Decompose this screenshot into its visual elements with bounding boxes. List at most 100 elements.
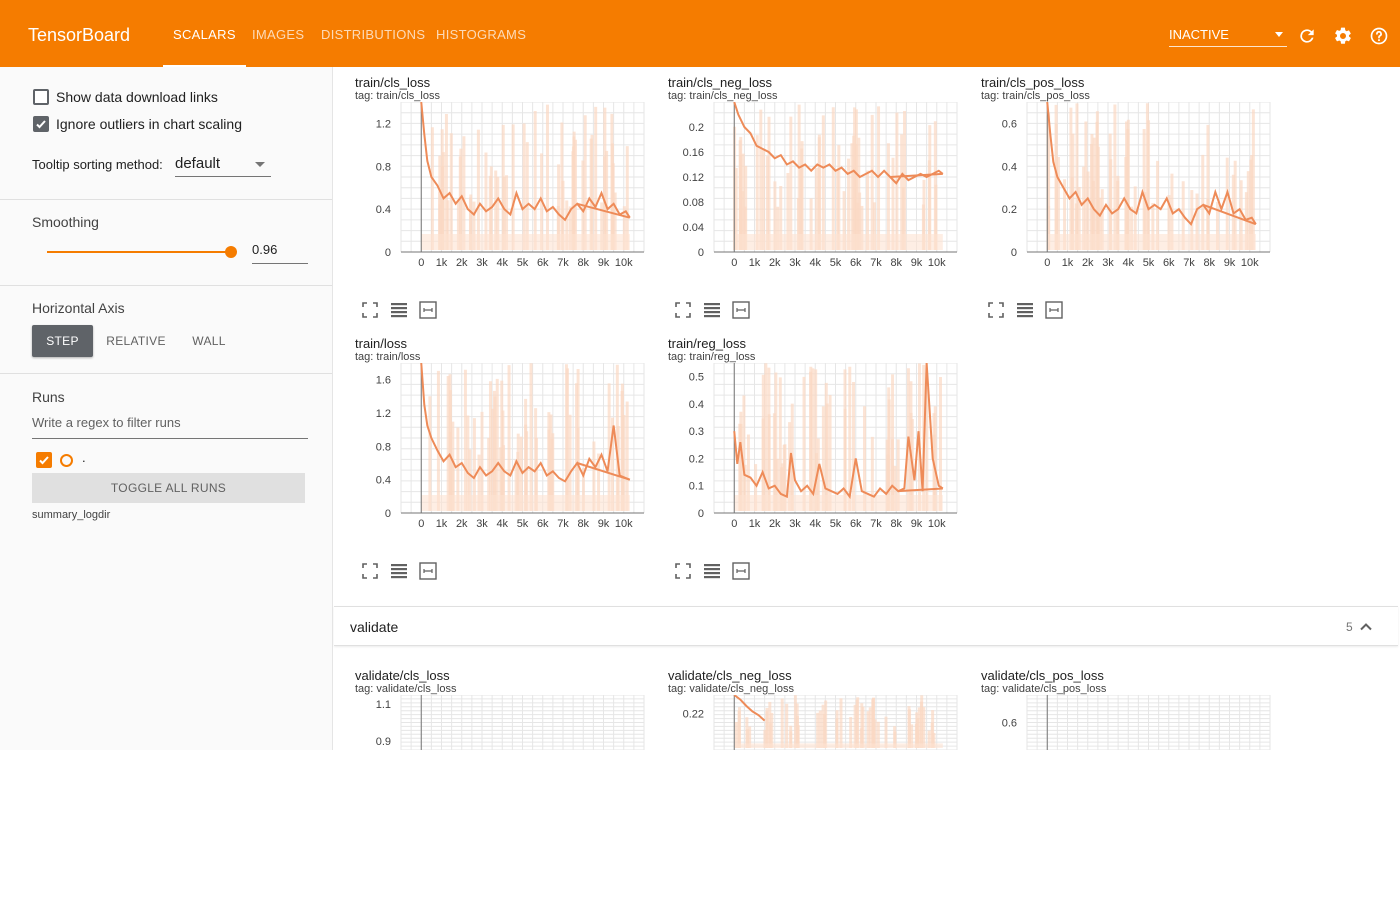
y-tick-label: 0.08 [683,197,704,209]
line-chart[interactable]: 0 0.2 0.4 0.6 0 1k 2k 3k 4k 5k 6k 7k 8k 9k 10k [960,102,1273,302]
x-tick-label: 6k [537,257,549,269]
x-tick-label: 2k [1082,257,1094,269]
horizontal-axis-section: Horizontal Axis [0,286,332,374]
y-tick-label: 0.2 [689,453,704,465]
line-chart[interactable]: 0 0.04 0.08 0.12 0.16 0.2 0 1k 2k 3k 4k 5k 6k 7k 8k 9k 1… [647,102,960,302]
line-chart[interactable]: 0 0.4 0.8 1.2 0 1k 2k 3k 4k 5k 6k 7k 8k 9k 10k [334,102,647,302]
y-tick-label: 0 [698,247,704,259]
chart-card: train/reg_loss tag: train/reg_loss 0 0.1 0.2… [647,328,960,583]
x-tick-label: 0 [418,257,424,269]
chart-title: train/loss [355,336,408,351]
app-header: TensorBoard SCALARS IMAGES DISTRIBUTIONS… [0,0,1400,67]
tooltip-sorting-select[interactable]: default [175,155,271,177]
run-label: . [82,450,86,465]
tab-distributions[interactable]: DISTRIBUTIONS [321,27,426,42]
axis-wall-button[interactable]: WALL [192,334,226,348]
y-tick-label: 0.04 [683,222,704,234]
fullscreen-icon[interactable] [987,301,1005,319]
sidebar: Show data download links Ignore outliers… [0,67,333,750]
runs-title: Runs [32,389,65,405]
chevron-up-icon[interactable] [1358,619,1374,635]
y-tick-label: 0.8 [376,441,391,453]
chart-title: train/cls_loss [355,75,431,90]
y-tick-label: 1.2 [376,118,391,130]
show-download-links-checkbox[interactable] [33,89,49,105]
help-icon[interactable] [1369,26,1389,46]
x-tick-label: 7k [870,518,882,530]
data-table-icon[interactable] [703,562,721,580]
chart-title: train/cls_pos_loss [981,75,1085,90]
smoothing-slider-thumb[interactable] [225,246,237,258]
smoothing-slider-track[interactable] [47,251,231,253]
x-tick-label: 0 [418,518,424,530]
line-chart[interactable]: 0.9 1.1 [334,695,647,750]
x-tick-label: 3k [789,518,801,530]
tab-images[interactable]: IMAGES [252,27,305,42]
fit-domain-icon[interactable] [732,562,750,580]
series-line [576,462,631,481]
x-tick-label: 4k [809,518,821,530]
series-line [733,363,944,500]
data-table-icon[interactable] [390,301,408,319]
x-tick-label: 9k [598,518,610,530]
x-tick-label: 6k [850,257,862,269]
line-chart[interactable]: 0 0.4 0.8 1.2 1.6 0 1k 2k 3k 4k 5k 6k 7k 8k 9k 10k [334,363,647,563]
tab-scalars[interactable]: SCALARS [163,27,246,67]
x-tick-label: 4k [496,257,508,269]
fit-domain-icon[interactable] [419,301,437,319]
fit-domain-icon[interactable] [732,301,750,319]
y-tick-label: 0.4 [376,475,391,487]
refresh-icon[interactable] [1297,26,1317,46]
x-tick-label: 10k [928,257,946,269]
x-tick-label: 8k [890,518,902,530]
x-tick-label: 2k [456,257,468,269]
tab-histograms[interactable]: HISTOGRAMS [436,27,527,42]
fullscreen-icon[interactable] [361,562,379,580]
y-tick-label: 1.2 [376,408,391,420]
status-select[interactable]: INACTIVE [1169,27,1287,47]
fit-domain-icon[interactable] [1045,301,1063,319]
toggle-all-runs-button[interactable]: TOGGLE ALL RUNS [32,473,305,503]
series-line [890,172,943,178]
run-checkbox[interactable] [36,452,52,468]
x-tick-label: 8k [577,518,589,530]
x-tick-label: 9k [911,257,923,269]
chart-title: train/reg_loss [668,336,747,351]
chart-card: train/loss tag: train/loss 0 0.4 0.8 1.2 1.6 0 1… [334,328,647,583]
gear-icon[interactable] [1333,26,1353,46]
axis-step-button[interactable]: STEP [32,325,93,357]
run-color-circle-icon[interactable] [59,453,74,468]
fullscreen-icon[interactable] [674,301,692,319]
data-table-icon[interactable] [1016,301,1034,319]
line-chart[interactable]: 0.6 [960,695,1273,750]
x-tick-label: 10k [615,518,633,530]
series-line [898,487,943,493]
x-tick-label: 8k [890,257,902,269]
x-tick-label: 8k [577,257,589,269]
fit-domain-icon[interactable] [419,562,437,580]
smoothing-input[interactable]: 0.96 [252,242,308,264]
x-tick-label: 5k [830,257,842,269]
chart-title: train/cls_neg_loss [668,75,773,90]
y-tick-label: 0.2 [1002,204,1017,216]
ignore-outliers-checkbox[interactable] [33,116,49,132]
data-table-icon[interactable] [703,301,721,319]
x-tick-label: 5k [517,257,529,269]
validate-section-header[interactable]: validate 5 [334,606,1398,646]
x-tick-label: 5k [830,518,842,530]
smoothing-title: Smoothing [32,214,99,230]
x-tick-label: 9k [598,257,610,269]
x-tick-label: 7k [557,257,569,269]
line-chart[interactable]: 0 0.1 0.2 0.3 0.4 0.5 0 1k 2k 3k 4k 5k 6k 7k 8k 9k 10k [647,363,960,563]
x-tick-label: 9k [1224,257,1236,269]
data-table-icon[interactable] [390,562,408,580]
ignore-outliers-label: Ignore outliers in chart scaling [56,116,242,132]
x-tick-label: 3k [476,257,488,269]
runs-filter-input[interactable]: Write a regex to filter runs [32,415,308,439]
fullscreen-icon[interactable] [674,562,692,580]
axis-relative-button[interactable]: RELATIVE [106,334,166,348]
fullscreen-icon[interactable] [361,301,379,319]
line-chart[interactable]: 0.22 [647,695,960,750]
x-tick-label: 0 [731,518,737,530]
x-tick-label: 4k [809,257,821,269]
